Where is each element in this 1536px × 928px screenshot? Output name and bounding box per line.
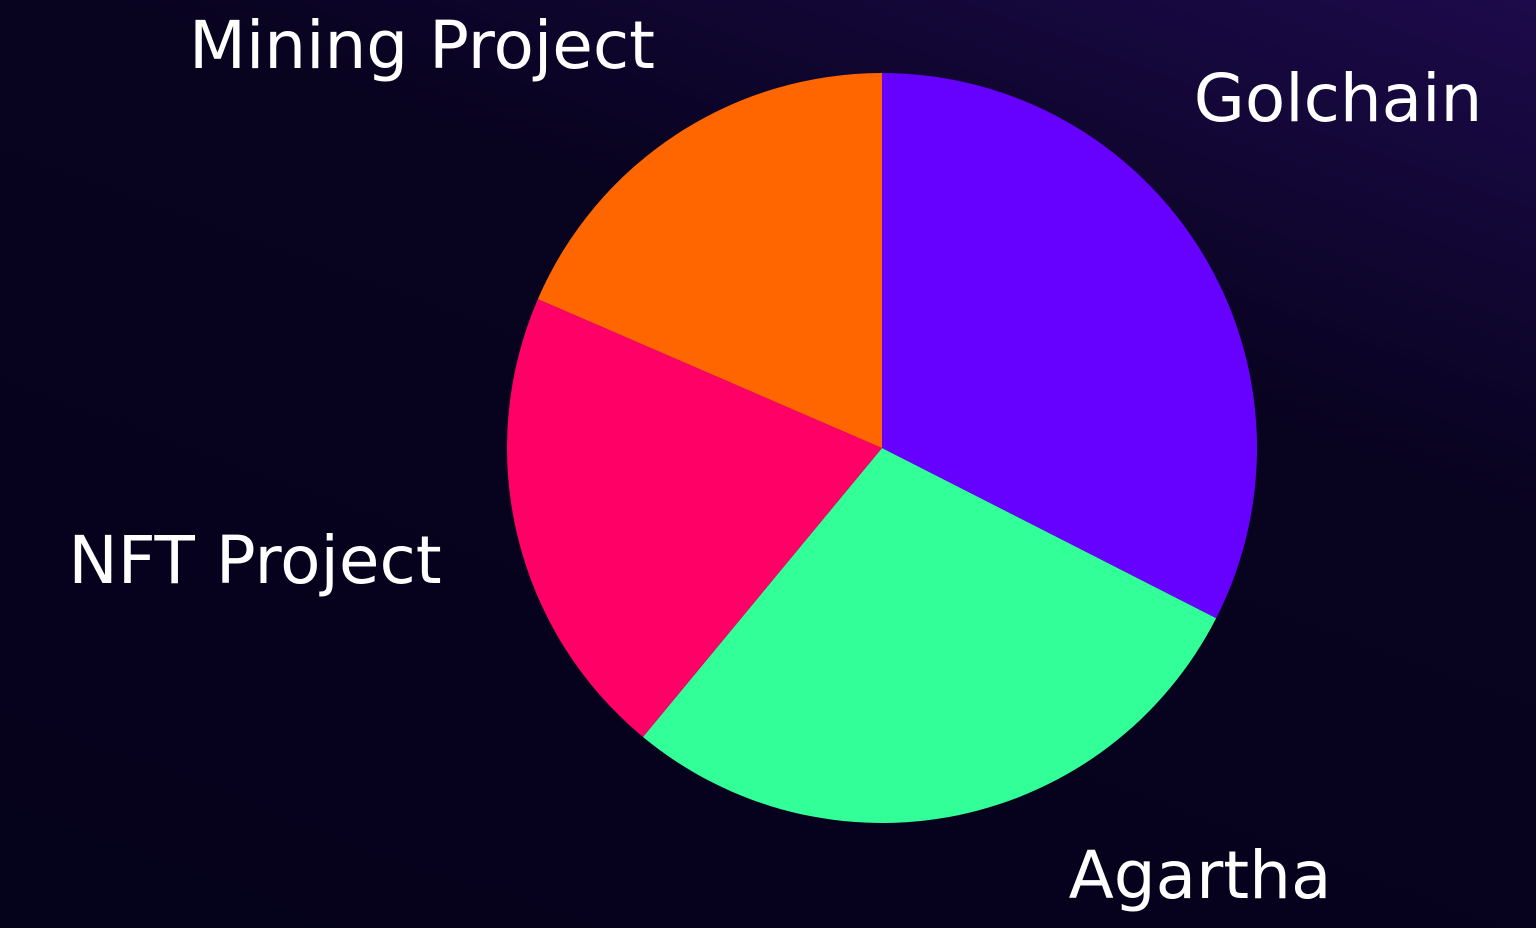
slice-label: NFT Project: [68, 522, 441, 599]
pie-slice: [642, 448, 1217, 823]
slice-label: Mining Project: [189, 7, 655, 84]
pie-slice: [882, 73, 1257, 619]
slice-label: Golchain: [1194, 60, 1483, 137]
pie-slice: [537, 73, 882, 448]
slice-label: Agartha: [1069, 837, 1332, 914]
pie-slice: [507, 299, 882, 737]
